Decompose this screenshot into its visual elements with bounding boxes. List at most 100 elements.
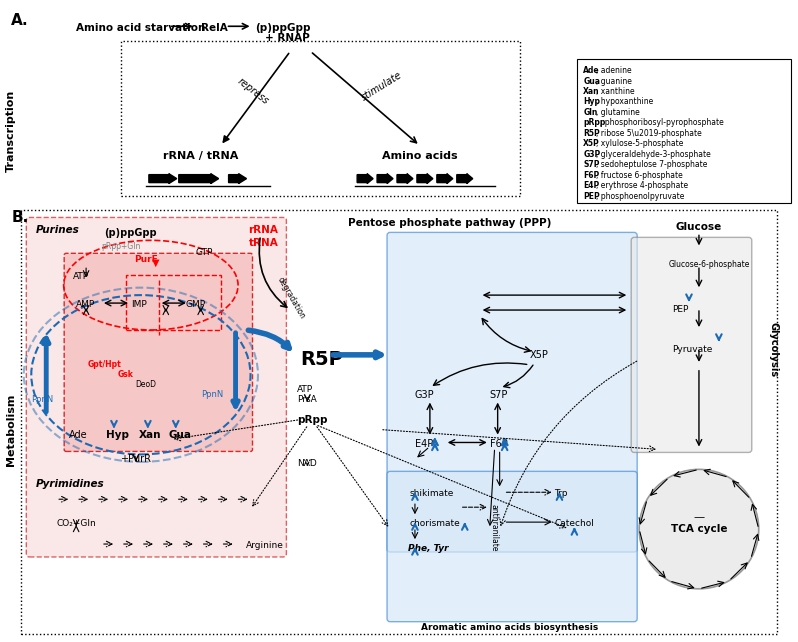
- Text: (p)ppGpp: (p)ppGpp: [255, 23, 311, 33]
- FancyArrow shape: [179, 173, 219, 184]
- Text: Gua: Gua: [169, 429, 192, 440]
- Text: Gln: Gln: [583, 108, 598, 117]
- Text: G3P: G3P: [583, 150, 601, 159]
- Text: pRpp: pRpp: [583, 118, 606, 127]
- Text: , ribose 5\u2019-phosphate: , ribose 5\u2019-phosphate: [596, 129, 701, 138]
- Text: B.: B.: [11, 211, 29, 225]
- Text: Pentose phosphate pathway (PPP): Pentose phosphate pathway (PPP): [348, 218, 551, 229]
- Text: Purines: Purines: [36, 225, 80, 236]
- Text: AMP: AMP: [76, 300, 96, 309]
- Text: ▼: ▼: [152, 257, 160, 267]
- Text: Hyp: Hyp: [106, 429, 129, 440]
- Text: Ade: Ade: [583, 66, 600, 75]
- Text: ATP: ATP: [73, 272, 89, 281]
- Text: anthranilate: anthranilate: [490, 504, 499, 551]
- Text: , guanine: , guanine: [596, 76, 632, 85]
- FancyBboxPatch shape: [578, 59, 791, 202]
- Text: G3P: G3P: [415, 390, 435, 400]
- Text: GMP: GMP: [186, 300, 206, 309]
- FancyArrow shape: [397, 173, 413, 184]
- Text: , phosphoribosyl-pyrophosphate: , phosphoribosyl-pyrophosphate: [600, 118, 724, 127]
- FancyBboxPatch shape: [64, 254, 252, 451]
- Text: PpnN: PpnN: [31, 395, 53, 404]
- Text: + RNAP: + RNAP: [266, 33, 310, 43]
- Text: shikimate: shikimate: [410, 489, 454, 498]
- Text: , sedoheptulose 7-phosphate: , sedoheptulose 7-phosphate: [596, 160, 707, 169]
- FancyArrow shape: [437, 173, 452, 184]
- Text: pRpp+Gln: pRpp+Gln: [101, 242, 140, 251]
- Text: Trp: Trp: [555, 489, 568, 498]
- Text: +PurR: +PurR: [120, 455, 152, 464]
- FancyArrow shape: [358, 173, 373, 184]
- Text: S7P: S7P: [583, 160, 600, 169]
- Text: Aromatic amino acids biosynthesis: Aromatic amino acids biosynthesis: [421, 623, 598, 632]
- Text: , fructose 6-phosphate: , fructose 6-phosphate: [596, 171, 682, 180]
- Text: Xan: Xan: [583, 87, 600, 96]
- Circle shape: [639, 469, 759, 589]
- FancyArrow shape: [417, 173, 433, 184]
- Text: , glyceraldehyde-3-phosphate: , glyceraldehyde-3-phosphate: [596, 150, 711, 159]
- Text: F6P: F6P: [490, 440, 508, 449]
- Text: PEP: PEP: [583, 191, 600, 200]
- FancyBboxPatch shape: [22, 211, 776, 634]
- FancyBboxPatch shape: [631, 238, 752, 453]
- FancyBboxPatch shape: [387, 471, 637, 621]
- Text: Metabolism: Metabolism: [6, 394, 17, 465]
- Text: Glycolysis: Glycolysis: [768, 322, 779, 377]
- Text: RelA: RelA: [200, 23, 227, 33]
- Text: Pyruvate: Pyruvate: [672, 345, 713, 354]
- FancyArrow shape: [456, 173, 472, 184]
- Text: Amino acid starvation: Amino acid starvation: [76, 23, 206, 33]
- Text: , hypoxanthine: , hypoxanthine: [596, 98, 653, 107]
- Text: IMP: IMP: [131, 300, 147, 309]
- Text: —: —: [693, 512, 705, 522]
- Text: NAD: NAD: [298, 460, 317, 469]
- Text: R5P: R5P: [583, 129, 600, 138]
- FancyBboxPatch shape: [121, 41, 519, 196]
- Text: , erythrose 4-phosphate: , erythrose 4-phosphate: [596, 181, 688, 190]
- FancyBboxPatch shape: [387, 232, 637, 552]
- Text: CO₂+Gln: CO₂+Gln: [56, 519, 96, 528]
- Text: repress: repress: [235, 76, 271, 106]
- Text: rRNA / tRNA: rRNA / tRNA: [163, 151, 239, 160]
- Text: DeoD: DeoD: [136, 380, 156, 389]
- Text: Arginine: Arginine: [246, 541, 283, 550]
- Text: Amino acids: Amino acids: [382, 151, 458, 160]
- Text: Ade: Ade: [69, 429, 88, 440]
- Text: tRNA: tRNA: [248, 238, 279, 248]
- Text: Gsk: Gsk: [118, 370, 134, 379]
- Text: , xanthine: , xanthine: [596, 87, 634, 96]
- Text: Hyp: Hyp: [583, 98, 600, 107]
- Text: Gpt/Hpt: Gpt/Hpt: [87, 360, 121, 369]
- Text: (p)ppGpp: (p)ppGpp: [105, 229, 157, 238]
- FancyArrow shape: [377, 173, 393, 184]
- Text: PurF: PurF: [134, 256, 158, 265]
- Text: , xylulose-5-phosphate: , xylulose-5-phosphate: [596, 139, 683, 148]
- Text: S7P: S7P: [490, 390, 508, 400]
- Text: Transcription: Transcription: [6, 90, 17, 172]
- Text: X5P: X5P: [583, 139, 600, 148]
- Text: , glutamine: , glutamine: [596, 108, 640, 117]
- Text: R5P: R5P: [300, 350, 343, 369]
- Text: PrsA: PrsA: [298, 395, 317, 404]
- Text: PEP: PEP: [672, 305, 689, 314]
- FancyArrow shape: [228, 173, 247, 184]
- Text: GTP: GTP: [196, 248, 213, 257]
- Text: PpnN: PpnN: [200, 390, 223, 399]
- Text: Catechol: Catechol: [555, 519, 595, 528]
- Text: X5P: X5P: [530, 350, 548, 360]
- FancyBboxPatch shape: [26, 218, 286, 557]
- Text: Glucose: Glucose: [676, 222, 722, 232]
- Text: Phe, Tyr: Phe, Tyr: [408, 544, 448, 553]
- Text: pRpp: pRpp: [298, 415, 328, 424]
- Text: , phosphoenolpyruvate: , phosphoenolpyruvate: [596, 191, 685, 200]
- Text: Pyrimidines: Pyrimidines: [36, 480, 105, 489]
- Text: Gua: Gua: [583, 76, 600, 85]
- Text: E4P: E4P: [415, 440, 433, 449]
- Text: Glucose-6-phosphate: Glucose-6-phosphate: [669, 260, 750, 269]
- Text: chorismate: chorismate: [410, 519, 460, 528]
- Text: Xan: Xan: [139, 429, 161, 440]
- Text: , adenine: , adenine: [596, 66, 631, 75]
- Text: degradation: degradation: [275, 275, 306, 320]
- Text: ATP: ATP: [298, 385, 314, 394]
